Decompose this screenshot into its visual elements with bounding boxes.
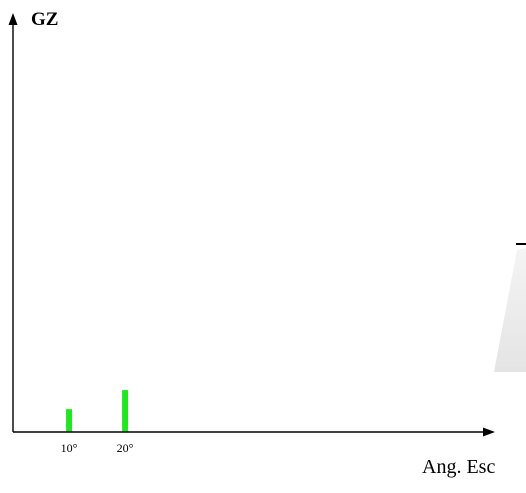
- bar-1: [122, 390, 129, 432]
- tick-labels-group: 10° 20°: [61, 441, 134, 455]
- x-axis-arrow: [483, 427, 495, 437]
- bars-group: [66, 390, 129, 432]
- x-tick-label-1: 20°: [117, 441, 134, 455]
- y-axis-label: GZ: [31, 9, 58, 30]
- x-tick-label-0: 10°: [61, 441, 78, 455]
- ghost-shape: [494, 248, 526, 372]
- y-axis-arrow: [8, 13, 18, 25]
- bar-0: [66, 409, 73, 432]
- x-axis-label: Ang. Esc: [422, 456, 495, 478]
